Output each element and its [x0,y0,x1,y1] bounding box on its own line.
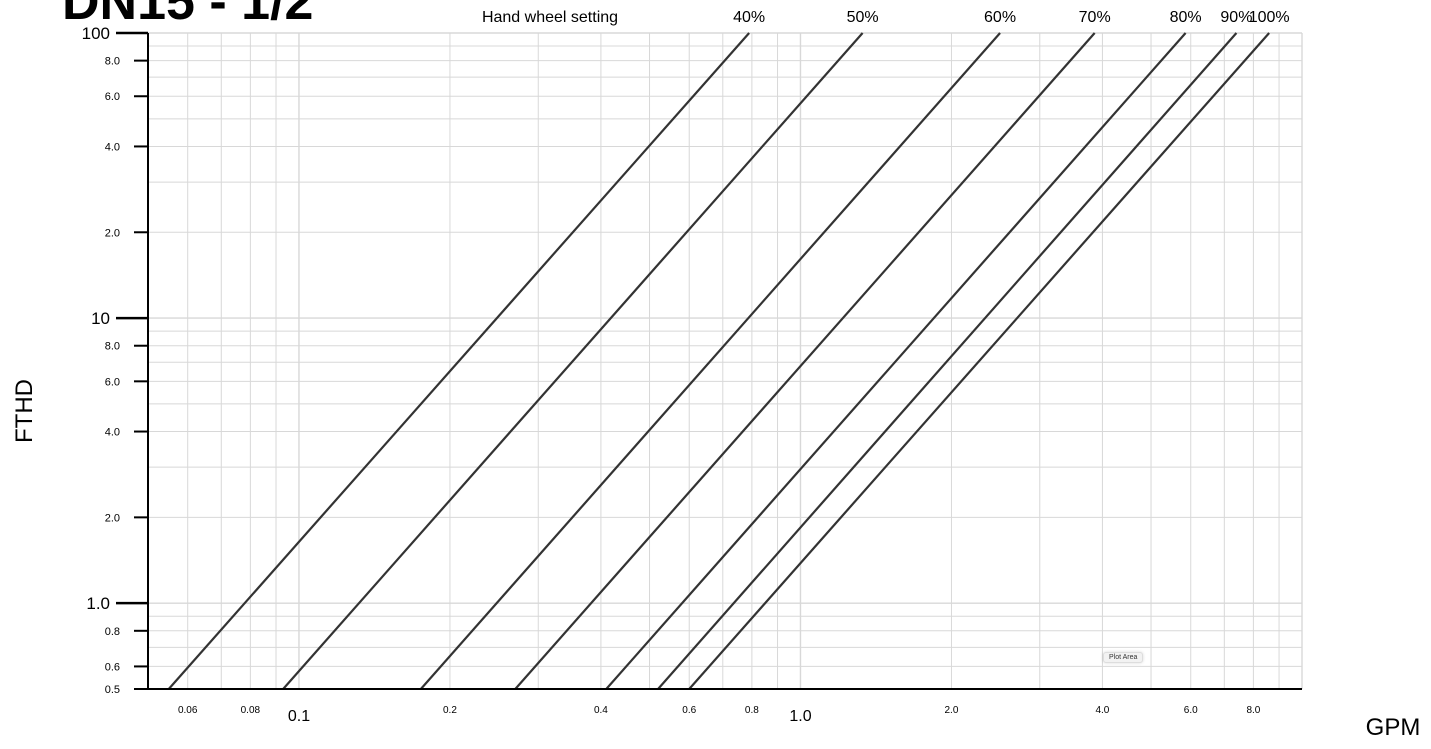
grid-lines [147,32,1303,690]
y-minor-tick-label: 2.0 [105,227,120,239]
x-major-tick-label: 0.1 [288,708,310,725]
page-title: DN15 - 1/2 [62,0,314,31]
series-label: 100% [1249,9,1290,26]
x-minor-tick-label: 0.08 [241,705,261,716]
y-minor-tick-label: 4.0 [105,141,120,153]
plot-area-tag: Plot Area [1103,652,1144,663]
y-axis-title: FTHD [11,379,38,443]
x-minor-tick-label: 0.6 [682,705,696,716]
series-line-100pct [688,32,1270,690]
series-label: 60% [984,9,1016,26]
x-minor-tick-label: 0.4 [594,705,608,716]
series-label: 50% [847,9,879,26]
series-line-40pct [167,32,750,690]
x-minor-tick-label: 4.0 [1095,705,1109,716]
hand-wheel-annotation: Hand wheel setting [482,9,618,26]
y-minor-tick-label: 6.0 [105,91,120,103]
x-minor-tick-label: 0.8 [745,705,759,716]
y-major-tick-label: 10 [91,309,110,328]
series-line-80pct [605,32,1187,690]
series-line-60pct [420,32,1001,690]
series-lines [167,32,1270,690]
series-line-50pct [282,32,864,690]
y-minor-tick-label: 4.0 [105,427,120,439]
x-minor-tick-label: 2.0 [945,705,959,716]
series-label: 80% [1170,9,1202,26]
series-label: 70% [1079,9,1111,26]
x-axis-title: GPM [1366,714,1421,741]
y-minor-tick-label: 0.5 [105,684,120,696]
y-minor-tick-label: 8.0 [105,341,120,353]
series-label: 40% [733,9,765,26]
series-label: 90% [1220,9,1252,26]
y-minor-tick-label: 0.6 [105,661,120,673]
x-minor-tick-label: 0.2 [443,705,457,716]
y-minor-tick-label: 6.0 [105,376,120,388]
y-major-tick-label: 1.0 [86,594,110,613]
x-minor-tick-label: 6.0 [1184,705,1198,716]
labels: 40% 50% 60% 70% 80% 90%100% 100 10 1.0 8.0 6.0 4.0 2… [11,9,1420,741]
axes [116,31,1302,690]
y-minor-tick-label: 0.8 [105,626,120,638]
y-minor-tick-label: 2.0 [105,512,120,524]
x-minor-tick-label: 0.06 [178,705,198,716]
x-major-tick-label: 1.0 [789,708,811,725]
series-line-70pct [514,32,1096,690]
y-major-tick-label: 100 [82,24,110,43]
y-minor-tick-label: 8.0 [105,56,120,68]
x-minor-tick-label: 8.0 [1246,705,1260,716]
series-line-90pct [657,32,1238,690]
